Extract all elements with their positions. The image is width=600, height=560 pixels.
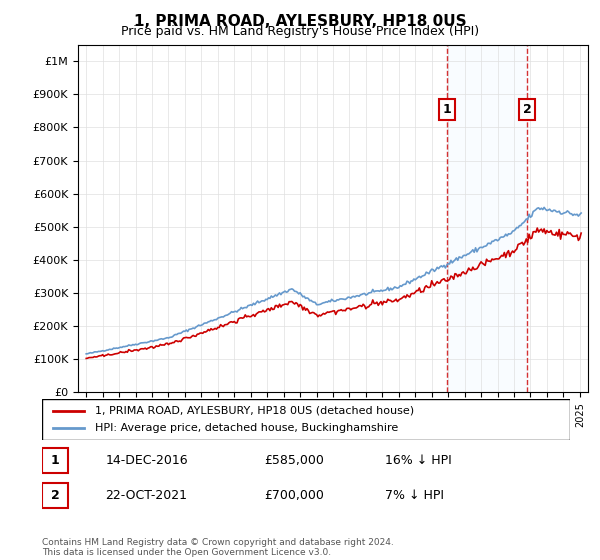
Text: 22-OCT-2021: 22-OCT-2021 xyxy=(106,489,187,502)
Text: 16% ↓ HPI: 16% ↓ HPI xyxy=(385,454,452,467)
Text: 1: 1 xyxy=(51,454,59,467)
Text: 1: 1 xyxy=(443,103,452,116)
Text: £700,000: £700,000 xyxy=(264,489,323,502)
Text: Price paid vs. HM Land Registry's House Price Index (HPI): Price paid vs. HM Land Registry's House … xyxy=(121,25,479,38)
Text: Contains HM Land Registry data © Crown copyright and database right 2024.
This d: Contains HM Land Registry data © Crown c… xyxy=(42,538,394,557)
FancyBboxPatch shape xyxy=(42,399,570,440)
Text: 2: 2 xyxy=(51,489,59,502)
Text: 1, PRIMA ROAD, AYLESBURY, HP18 0US: 1, PRIMA ROAD, AYLESBURY, HP18 0US xyxy=(134,14,466,29)
Text: 14-DEC-2016: 14-DEC-2016 xyxy=(106,454,188,467)
Text: 7% ↓ HPI: 7% ↓ HPI xyxy=(385,489,444,502)
FancyBboxPatch shape xyxy=(42,448,68,473)
Text: £585,000: £585,000 xyxy=(264,454,323,467)
FancyBboxPatch shape xyxy=(42,483,68,508)
Text: 1, PRIMA ROAD, AYLESBURY, HP18 0US (detached house): 1, PRIMA ROAD, AYLESBURY, HP18 0US (deta… xyxy=(95,405,414,416)
Bar xyxy=(448,45,527,392)
Text: HPI: Average price, detached house, Buckinghamshire: HPI: Average price, detached house, Buck… xyxy=(95,423,398,433)
Text: 2: 2 xyxy=(523,103,532,116)
